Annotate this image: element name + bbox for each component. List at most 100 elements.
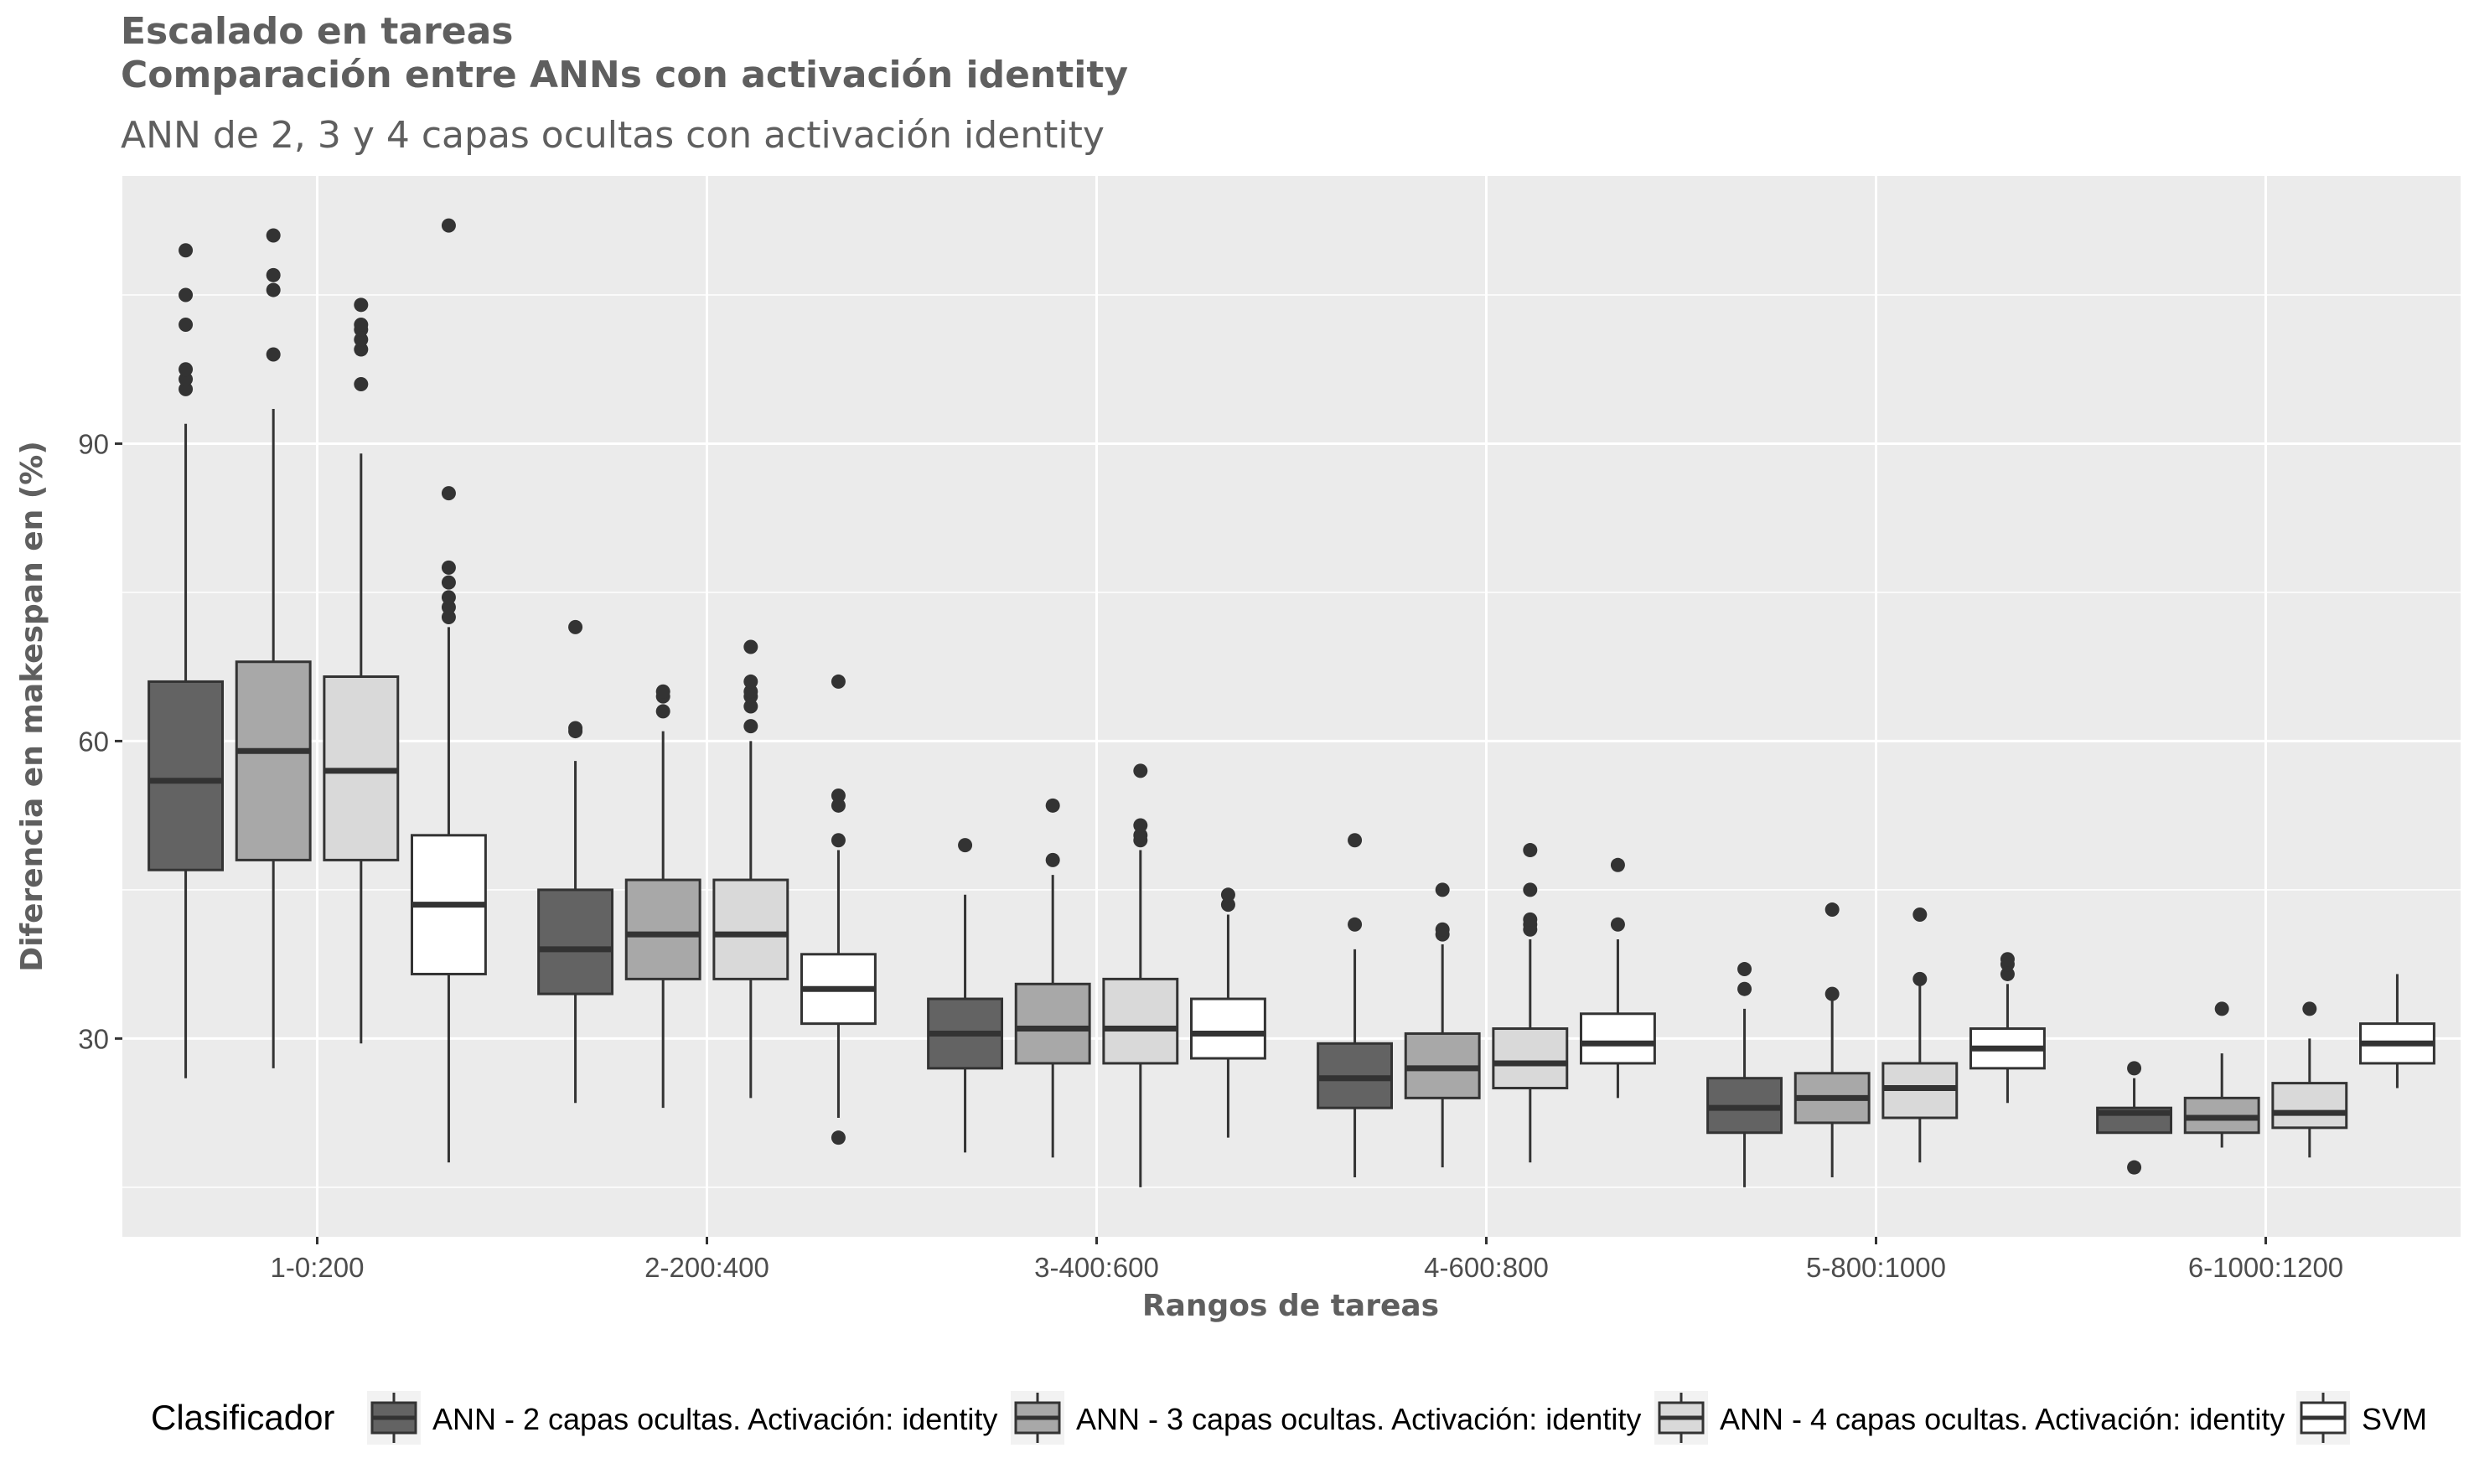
outlier-point	[743, 684, 758, 699]
y-tick-label: 90	[78, 428, 109, 459]
outlier-point	[1610, 917, 1625, 932]
outlier-point	[1348, 833, 1363, 848]
chart-subtitle: ANN de 2, 3 y 4 capas ocultas con activa…	[121, 114, 1105, 157]
outlier-point	[2127, 1160, 2142, 1175]
legend-label: ANN - 2 capas ocultas. Activación: ident…	[432, 1402, 997, 1436]
box	[1014, 982, 1091, 1065]
outlier-point	[179, 381, 194, 396]
box	[2271, 1082, 2348, 1130]
chart-title-line2: Comparación entre ANNs con activación id…	[121, 54, 1128, 96]
outlier-point	[1220, 887, 1235, 902]
outlier-point	[1220, 897, 1235, 913]
boxplot	[148, 243, 225, 1078]
outlier-point	[1045, 798, 1060, 813]
box	[235, 660, 312, 861]
chart-title: Escalado en tareas	[121, 10, 513, 53]
outlier-point	[831, 798, 846, 813]
outlier-point	[1610, 857, 1625, 872]
boxplot	[712, 639, 789, 1099]
outlier-point	[568, 721, 583, 736]
x-axis-title: Rangos de tareas	[1142, 1289, 1439, 1323]
legend-item: SVM	[2296, 1391, 2427, 1445]
outlier-point	[958, 838, 973, 853]
outlier-point	[655, 684, 670, 699]
box	[1492, 1027, 1569, 1090]
outlier-point	[354, 317, 369, 332]
boxplot	[1793, 902, 1871, 1178]
outlier-point	[1824, 902, 1840, 918]
boxplot	[1492, 843, 1569, 1163]
outlier-point	[266, 347, 281, 362]
x-tick-label: 1-0:200	[271, 1252, 365, 1283]
boxplot	[2358, 974, 2435, 1088]
box	[537, 888, 614, 995]
x-tick-label: 2-200:400	[644, 1252, 769, 1283]
outlier-point	[2000, 952, 2015, 967]
outlier-point	[655, 704, 670, 719]
legend-item: ANN - 2 capas ocultas. Activación: ident…	[367, 1391, 997, 1445]
outlier-point	[354, 376, 369, 391]
legend-label: ANN - 4 capas ocultas. Activación: ident…	[1720, 1402, 2285, 1436]
outlier-point	[441, 560, 456, 575]
y-tick-label: 60	[78, 726, 109, 757]
outlier-point	[1523, 882, 1538, 897]
plot-panel	[122, 176, 2461, 1237]
outlier-point	[831, 833, 846, 848]
outlier-point	[1133, 818, 1148, 833]
outlier-point	[441, 590, 456, 605]
outlier-point	[1523, 843, 1538, 858]
outlier-point	[266, 282, 281, 297]
box	[1102, 977, 1179, 1065]
outlier-point	[266, 267, 281, 282]
outlier-point	[179, 362, 194, 377]
boxplot	[1014, 798, 1091, 1158]
outlier-point	[1435, 882, 1450, 897]
legend-item: ANN - 4 capas ocultas. Activación: ident…	[1654, 1391, 2285, 1445]
boxplot	[2271, 1001, 2348, 1158]
legend: Clasificador ANN - 2 capas ocultas. Acti…	[151, 1391, 2427, 1445]
boxplot	[2096, 1061, 2173, 1175]
legend-item: ANN - 3 capas ocultas. Activación: ident…	[1011, 1391, 1641, 1445]
boxplot	[927, 838, 1004, 1153]
outlier-point	[179, 317, 194, 332]
boxplot	[624, 684, 701, 1109]
outlier-point	[354, 297, 369, 313]
boxplot	[1881, 907, 1959, 1163]
outlier-point	[441, 610, 456, 625]
outlier-point	[1523, 912, 1538, 927]
outlier-point	[2214, 1001, 2229, 1016]
outlier-point	[441, 218, 456, 233]
outlier-point	[179, 243, 194, 258]
outlier-point	[1912, 971, 1928, 986]
boxplot	[410, 218, 487, 1163]
boxplot	[1706, 962, 1783, 1187]
boxplot	[1969, 952, 2046, 1104]
boxplot	[1579, 857, 1656, 1099]
legend-label: SVM	[2362, 1402, 2427, 1436]
boxplot	[1317, 833, 1394, 1178]
outlier-point	[354, 342, 369, 357]
grid-layer	[122, 176, 2461, 1237]
outlier-point	[831, 788, 846, 803]
x-tick-label: 3-400:600	[1034, 1252, 1159, 1283]
legend-title: Clasificador	[151, 1398, 334, 1437]
outlier-point	[1912, 907, 1928, 922]
outlier-point	[179, 372, 194, 387]
box-layer	[148, 218, 2435, 1187]
outlier-point	[354, 332, 369, 347]
outlier-point	[1435, 922, 1450, 937]
box	[1579, 1012, 1656, 1065]
outlier-point	[2000, 966, 2015, 981]
outlier-point	[1133, 763, 1148, 778]
outlier-point	[1348, 917, 1363, 932]
outlier-point	[743, 699, 758, 714]
outlier-point	[568, 619, 583, 634]
boxplot	[1189, 887, 1266, 1138]
outlier-point	[831, 674, 846, 689]
outlier-point	[441, 600, 456, 615]
x-tick-label: 4-600:800	[1424, 1252, 1549, 1283]
legend-label: ANN - 3 capas ocultas. Activación: ident…	[1076, 1402, 1641, 1436]
outlier-point	[831, 1130, 846, 1145]
